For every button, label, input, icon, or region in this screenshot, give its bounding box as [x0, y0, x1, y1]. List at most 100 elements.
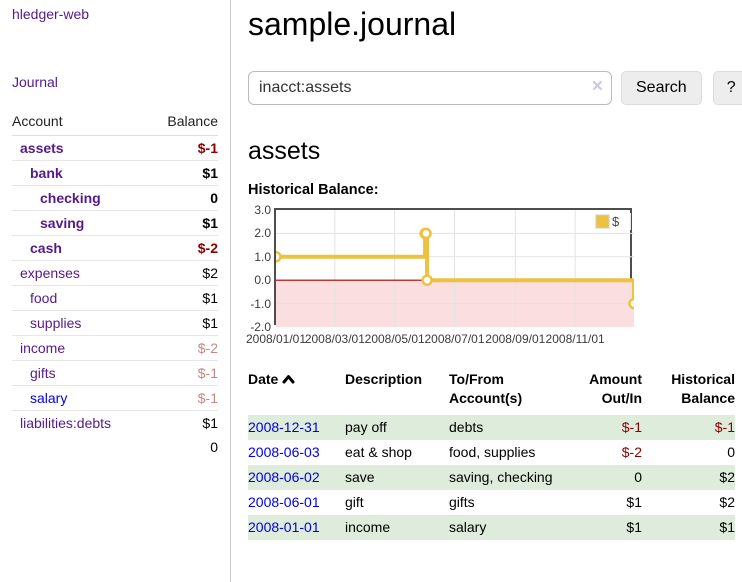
- sidebar-account-link-liabilities-debts[interactable]: liabilities:debts: [20, 415, 112, 431]
- account-row: salary $-1: [12, 385, 218, 411]
- transaction-balance: $-1: [646, 415, 735, 440]
- transaction-accounts: food, supplies: [449, 444, 536, 460]
- account-row: checking 0: [12, 185, 218, 211]
- data-point-marker: [276, 251, 282, 263]
- transaction-row: 2008-06-02 save saving, checking 0 $2: [248, 465, 735, 490]
- y-tick-label: 1.0: [254, 249, 271, 264]
- transaction-accounts: saving, checking: [449, 465, 565, 490]
- historical-balance-chart: $ 3.0 2.0 1.0 0.0 -1.0 -2.0 2008/01/01 2008/03/…: [245, 203, 738, 352]
- app-brand-link[interactable]: hledger-web: [12, 6, 90, 22]
- sidebar-account-link-saving[interactable]: saving: [40, 215, 85, 231]
- sidebar-account-link-cash[interactable]: cash: [30, 240, 62, 256]
- transaction-date-link[interactable]: 2008-06-02: [248, 469, 320, 485]
- y-tick-label: -1.0: [250, 296, 271, 311]
- account-row: food $1: [12, 285, 218, 311]
- transaction-description: gift: [345, 494, 364, 510]
- transaction-date-link[interactable]: 2008-06-01: [248, 494, 320, 510]
- sidebar-account-link-supplies[interactable]: supplies: [30, 315, 82, 331]
- account-balance: $1: [148, 285, 218, 311]
- x-tick-label: 2008/09/01: [485, 332, 546, 346]
- transaction-amount: $-2: [621, 444, 642, 460]
- x-tick-label: 2008/05/01: [364, 332, 425, 346]
- account-balance: $-2: [148, 335, 218, 361]
- account-balance: $-2: [148, 235, 218, 261]
- balance-column-header: Historical Balance: [671, 371, 735, 406]
- sidebar-account-link-assets[interactable]: assets: [20, 140, 64, 156]
- account-row: saving $1: [12, 210, 218, 236]
- sidebar: hledger-web Journal Account Balance asse…: [0, 0, 231, 582]
- sidebar-account-link-salary[interactable]: salary: [30, 390, 68, 406]
- transaction-amount: $-1: [565, 415, 646, 440]
- transaction-accounts: gifts: [449, 494, 475, 510]
- transaction-description: income: [345, 515, 449, 540]
- transaction-amount: 0: [565, 465, 646, 490]
- sidebar-account-link-income[interactable]: income: [20, 340, 66, 356]
- data-point-marker: [628, 297, 634, 310]
- sidebar-account-link-bank[interactable]: bank: [30, 165, 63, 181]
- account-row: liabilities:debts $1: [12, 410, 218, 435]
- date-column-header[interactable]: Date: [248, 370, 345, 415]
- sidebar-item-journal[interactable]: Journal: [12, 74, 58, 90]
- transaction-amount: $1: [565, 515, 646, 540]
- transaction-date-link[interactable]: 2008-12-31: [248, 419, 320, 435]
- account-page-title: assets: [248, 137, 321, 165]
- account-row: assets $-1: [12, 136, 218, 161]
- page-title: sample.journal: [248, 6, 457, 42]
- sort-ascending-icon: [282, 370, 295, 389]
- x-tick-label: 2008/03/01: [304, 332, 365, 346]
- transaction-balance: 0: [727, 444, 735, 460]
- transaction-description: save: [345, 465, 449, 490]
- y-tick-label: 2.0: [254, 226, 271, 241]
- account-balance: $-1: [197, 140, 218, 156]
- transaction-balance: $2: [719, 494, 735, 510]
- transaction-balance: $2: [646, 465, 735, 490]
- sidebar-account-link-gifts[interactable]: gifts: [30, 365, 56, 381]
- help-button[interactable]: ?: [712, 71, 742, 105]
- chart-canvas: $: [276, 210, 634, 327]
- legend-label: $: [612, 214, 620, 229]
- account-balance: $1: [148, 410, 218, 435]
- accounts-total-value: 0: [210, 439, 218, 455]
- sidebar-account-link-food[interactable]: food: [30, 290, 58, 306]
- transaction-row: 2008-06-03 eat & shop food, supplies $-2 0: [248, 440, 735, 465]
- account-row: bank $1: [12, 160, 218, 186]
- account-balance: $1: [148, 310, 218, 336]
- transaction-description: pay off: [345, 415, 449, 440]
- account-row: cash $-2: [12, 235, 218, 261]
- x-tick-label: 2008/01/01: [245, 332, 307, 346]
- search-bar: × Search ?: [248, 71, 742, 105]
- transaction-accounts: debts: [449, 415, 565, 440]
- accounts-column-header: Account: [12, 110, 149, 136]
- search-input[interactable]: [248, 71, 612, 105]
- chart-title: Historical Balance:: [248, 182, 379, 198]
- clear-search-icon[interactable]: ×: [591, 76, 603, 97]
- x-tick-label: 2008/07/01: [424, 332, 485, 346]
- y-tick-label: -2.0: [250, 320, 271, 334]
- data-point-marker: [421, 274, 433, 286]
- transaction-amount: $1: [626, 494, 642, 510]
- y-tick-label: 0.0: [254, 273, 271, 288]
- sidebar-account-link-checking[interactable]: checking: [40, 190, 101, 206]
- transaction-description: eat & shop: [345, 444, 412, 460]
- accounts-column-header: To/From Account(s): [449, 371, 523, 406]
- transaction-date-link[interactable]: 2008-06-03: [248, 444, 320, 460]
- data-point-marker: [420, 227, 432, 240]
- register-header-row: Date Description To/From Account(s) Amou…: [248, 370, 735, 415]
- transaction-accounts: salary: [449, 515, 565, 540]
- transaction-row: 2008-06-01 gift gifts $1 $2: [248, 490, 735, 515]
- transaction-row: 2008-01-01 income salary $1 $1: [248, 515, 735, 540]
- amount-column-header: Amount Out/In: [589, 371, 642, 406]
- description-column-header: Description: [345, 371, 423, 387]
- account-balance: $-1: [148, 385, 218, 411]
- search-button[interactable]: Search: [621, 71, 702, 105]
- account-balance: $1: [148, 160, 218, 186]
- transaction-balance: $1: [646, 515, 735, 540]
- account-row: gifts $-1: [12, 360, 218, 386]
- account-row: income $-2: [12, 335, 218, 361]
- sidebar-account-link-expenses[interactable]: expenses: [20, 265, 80, 281]
- transaction-date-link[interactable]: 2008-01-01: [248, 519, 320, 535]
- legend-swatch: [595, 214, 610, 229]
- chart-plot-area: $: [274, 208, 634, 327]
- y-tick-label: 3.0: [254, 203, 271, 217]
- account-balance: $1: [148, 210, 218, 236]
